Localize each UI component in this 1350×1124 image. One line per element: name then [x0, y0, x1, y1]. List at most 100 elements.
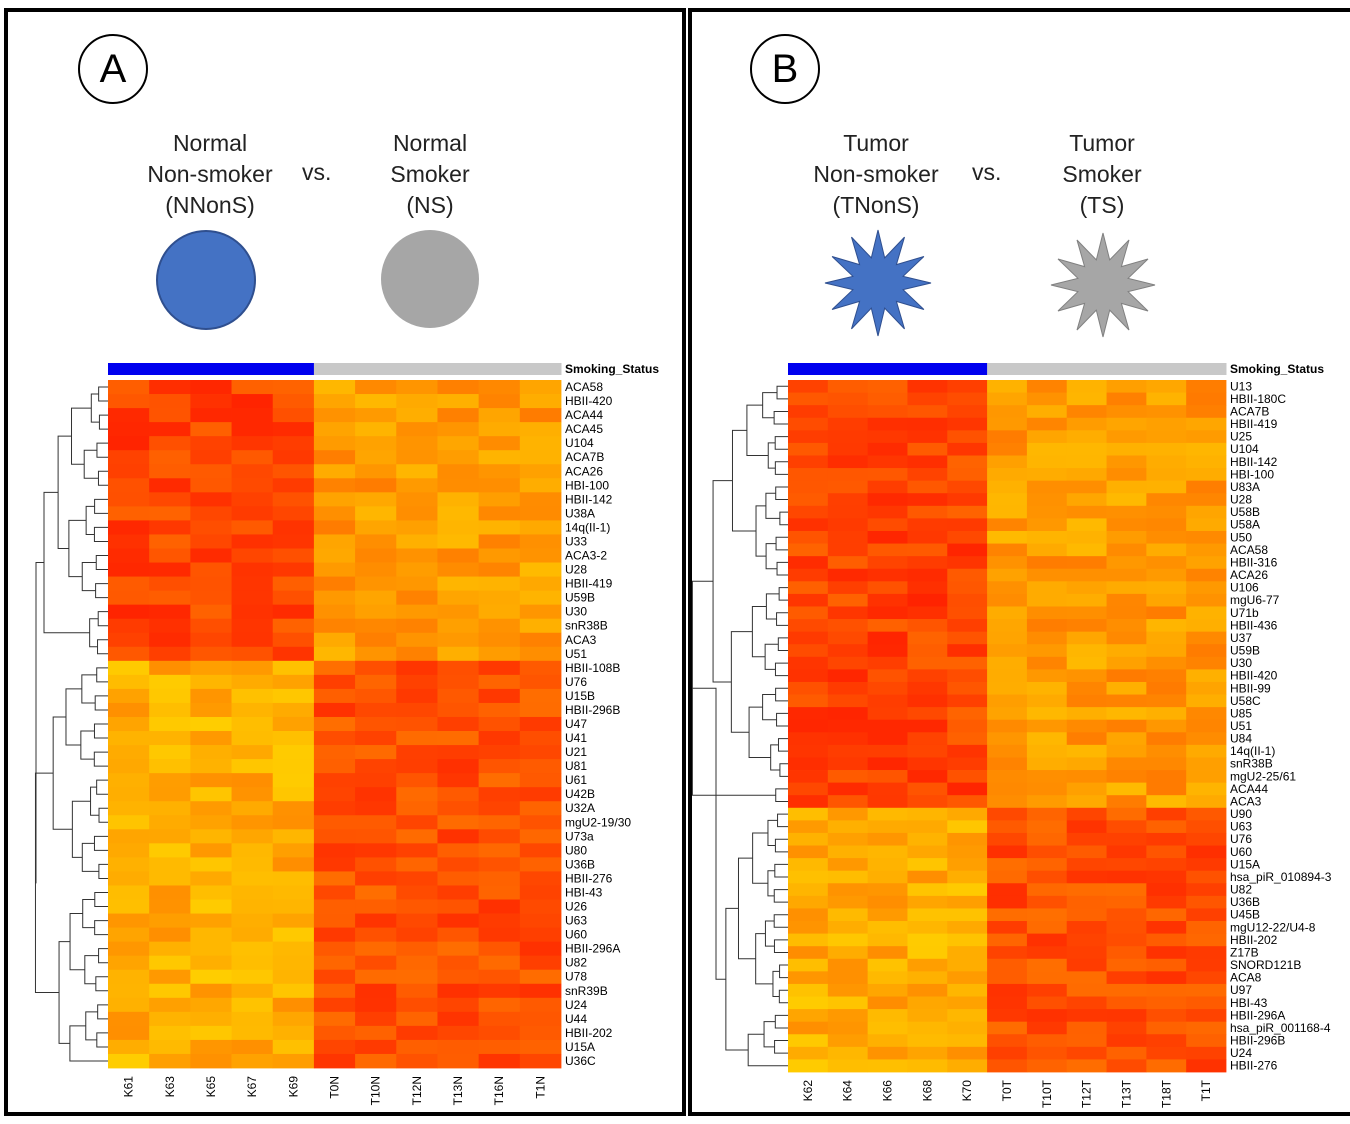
heatmap-cell	[396, 857, 438, 872]
heatmap-cell	[987, 442, 1028, 456]
heatmap-cell	[947, 681, 988, 695]
heatmap-cell	[519, 478, 562, 493]
row-label: HBII-202	[1230, 933, 1278, 947]
heatmap-cell	[396, 422, 438, 437]
heatmap-cell	[272, 857, 315, 872]
heatmap-cell	[272, 829, 315, 844]
heatmap-cell	[478, 408, 521, 423]
heatmap-cell	[231, 941, 274, 957]
heatmap-cell	[907, 669, 948, 683]
heatmap-cell	[987, 883, 1028, 897]
heatmap-cell	[313, 885, 356, 900]
heatmap-cell	[867, 971, 908, 985]
heatmap-cell	[1026, 644, 1068, 658]
annotation-cell	[478, 363, 521, 375]
heatmap-cell	[987, 832, 1028, 846]
row-label: ACA3-2	[565, 549, 607, 563]
heatmap-cell	[867, 757, 908, 771]
heatmap-cell	[827, 518, 869, 532]
heatmap-cell	[231, 660, 274, 676]
heatmap-cell	[1106, 782, 1147, 796]
heatmap-cell	[231, 745, 274, 760]
heatmap-cell	[1186, 568, 1227, 582]
heatmap-cell	[108, 787, 150, 802]
heatmap-cell	[1106, 744, 1147, 758]
heatmap-cell	[907, 707, 948, 721]
heatmap-cell	[788, 795, 829, 809]
row-label: HBII-316	[1230, 555, 1278, 569]
heatmap-cell	[396, 716, 438, 732]
heatmap-cell	[478, 1039, 521, 1055]
heatmap-cell	[867, 1034, 908, 1048]
heatmap-cell	[1186, 1034, 1227, 1048]
heatmap-cell	[396, 380, 438, 395]
heatmap-cell	[437, 1053, 480, 1069]
heatmap-cell	[1186, 430, 1227, 444]
heatmap-cell	[108, 380, 150, 395]
heatmap-cell	[478, 913, 521, 928]
heatmap-cell	[867, 669, 908, 683]
row-label: U63	[1230, 820, 1252, 834]
heatmap-cell	[231, 534, 274, 549]
heatmap-cell	[108, 1011, 150, 1027]
heatmap-cell	[190, 983, 232, 999]
heatmap-cell	[827, 392, 869, 406]
heatmap-cell	[519, 604, 562, 620]
heatmap-cell	[827, 430, 869, 444]
column-label: T10T	[1040, 1079, 1054, 1108]
heatmap-cell	[313, 604, 356, 620]
heatmap-cell	[313, 618, 356, 634]
heatmap-cell	[519, 801, 562, 816]
heatmap-cell	[867, 493, 908, 507]
heatmap-cell	[1186, 380, 1227, 393]
row-label: U36B	[565, 857, 595, 871]
heatmap-cell	[108, 955, 150, 971]
heatmap-cell	[355, 716, 397, 732]
heatmap-cell	[272, 1011, 315, 1027]
heatmap-cell	[987, 518, 1028, 532]
annotation-cell	[231, 363, 274, 375]
heatmap-cell	[313, 422, 356, 437]
heatmap-cell	[355, 632, 397, 648]
heatmap-cell	[788, 455, 829, 469]
heatmap-cell	[1146, 971, 1187, 985]
heatmap-cell	[272, 815, 315, 830]
row-label: HBI-43	[565, 885, 603, 899]
heatmap-cell	[231, 562, 274, 577]
heatmap-cell	[1026, 392, 1068, 406]
heatmap-cell	[396, 576, 438, 592]
heatmap-cell	[1106, 644, 1147, 658]
heatmap-cell	[108, 688, 150, 704]
heatmap-cell	[437, 815, 480, 830]
row-label: U104	[565, 436, 594, 450]
heatmap-a: Smoking_Status ACA58HBII-420ACA44ACA45U10…	[34, 362, 659, 1105]
heatmap-cell	[1146, 895, 1187, 909]
heatmap-cell	[788, 983, 829, 997]
heatmap-cell	[788, 694, 829, 708]
heatmap-cell	[788, 719, 829, 733]
heatmap-cell	[396, 534, 438, 549]
heatmap-cell	[272, 702, 315, 718]
heatmap-cell	[149, 646, 191, 662]
heatmap-cell	[1026, 921, 1068, 934]
heatmap-cell	[947, 430, 988, 444]
row-label: HBII-436	[1230, 618, 1278, 632]
heatmap-cell	[1026, 694, 1068, 708]
heatmap-cell	[190, 520, 232, 535]
heatmap-cell	[272, 604, 315, 620]
heatmap-cell	[519, 548, 562, 563]
heatmap-cell	[867, 707, 908, 721]
heatmap-cell	[1066, 656, 1107, 670]
heatmap-cell	[313, 576, 356, 592]
heatmap-cell	[190, 871, 232, 886]
heatmap-cell	[907, 832, 948, 846]
heatmap-cell	[437, 548, 480, 563]
heatmap-cell	[231, 927, 274, 943]
heatmap-cell	[1186, 530, 1227, 544]
row-label: HBI-43	[1230, 996, 1268, 1010]
heatmap-cell	[190, 660, 232, 676]
heatmap-cell	[1066, 581, 1107, 595]
heatmap-cell	[1026, 795, 1068, 809]
row-label: ACA26	[1230, 568, 1268, 582]
heatmap-cell	[987, 958, 1028, 972]
